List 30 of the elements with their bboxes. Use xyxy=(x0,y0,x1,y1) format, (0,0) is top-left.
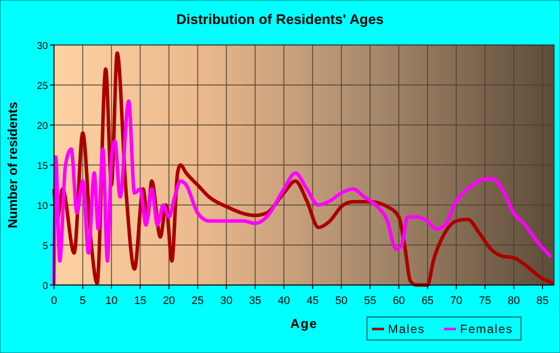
x-tick-label: 40 xyxy=(278,295,290,307)
y-tick-label: 5 xyxy=(42,241,48,252)
y-tick-label: 30 xyxy=(36,41,48,52)
y-tick-label: 25 xyxy=(36,81,48,92)
legend-label: Females xyxy=(460,322,514,336)
y-tick-label: 10 xyxy=(36,201,48,212)
y-tick-label: 0 xyxy=(42,281,48,292)
chart-title: Distribution of Residents' Ages xyxy=(176,11,384,27)
x-tick-label: 60 xyxy=(392,295,405,307)
x-tick-label: 50 xyxy=(335,295,348,307)
y-tick-label: 15 xyxy=(36,161,48,172)
x-tick-label: 15 xyxy=(134,295,146,307)
x-tick-label: 30 xyxy=(220,295,233,307)
x-tick-label: 75 xyxy=(478,295,492,307)
x-tick-label: 45 xyxy=(306,295,319,307)
x-tick-label: 70 xyxy=(450,295,462,307)
x-tick-label: 65 xyxy=(421,295,434,307)
x-tick-label: 35 xyxy=(249,295,262,307)
x-tick-label: 80 xyxy=(508,295,520,307)
x-tick-label: 25 xyxy=(192,295,204,307)
x-tick-label: 20 xyxy=(162,295,176,307)
x-tick-label: 85 xyxy=(536,295,549,307)
legend-label: Males xyxy=(388,322,426,336)
x-tick-label: 55 xyxy=(364,295,376,307)
y-tick-label: 20 xyxy=(36,121,48,132)
x-tick-label: 5 xyxy=(80,295,86,307)
x-tick-label: 0 xyxy=(50,295,58,307)
x-axis-title: Age xyxy=(290,316,318,331)
x-tick-label: 10 xyxy=(105,295,118,307)
y-axis-title: Number of residents xyxy=(5,102,20,228)
